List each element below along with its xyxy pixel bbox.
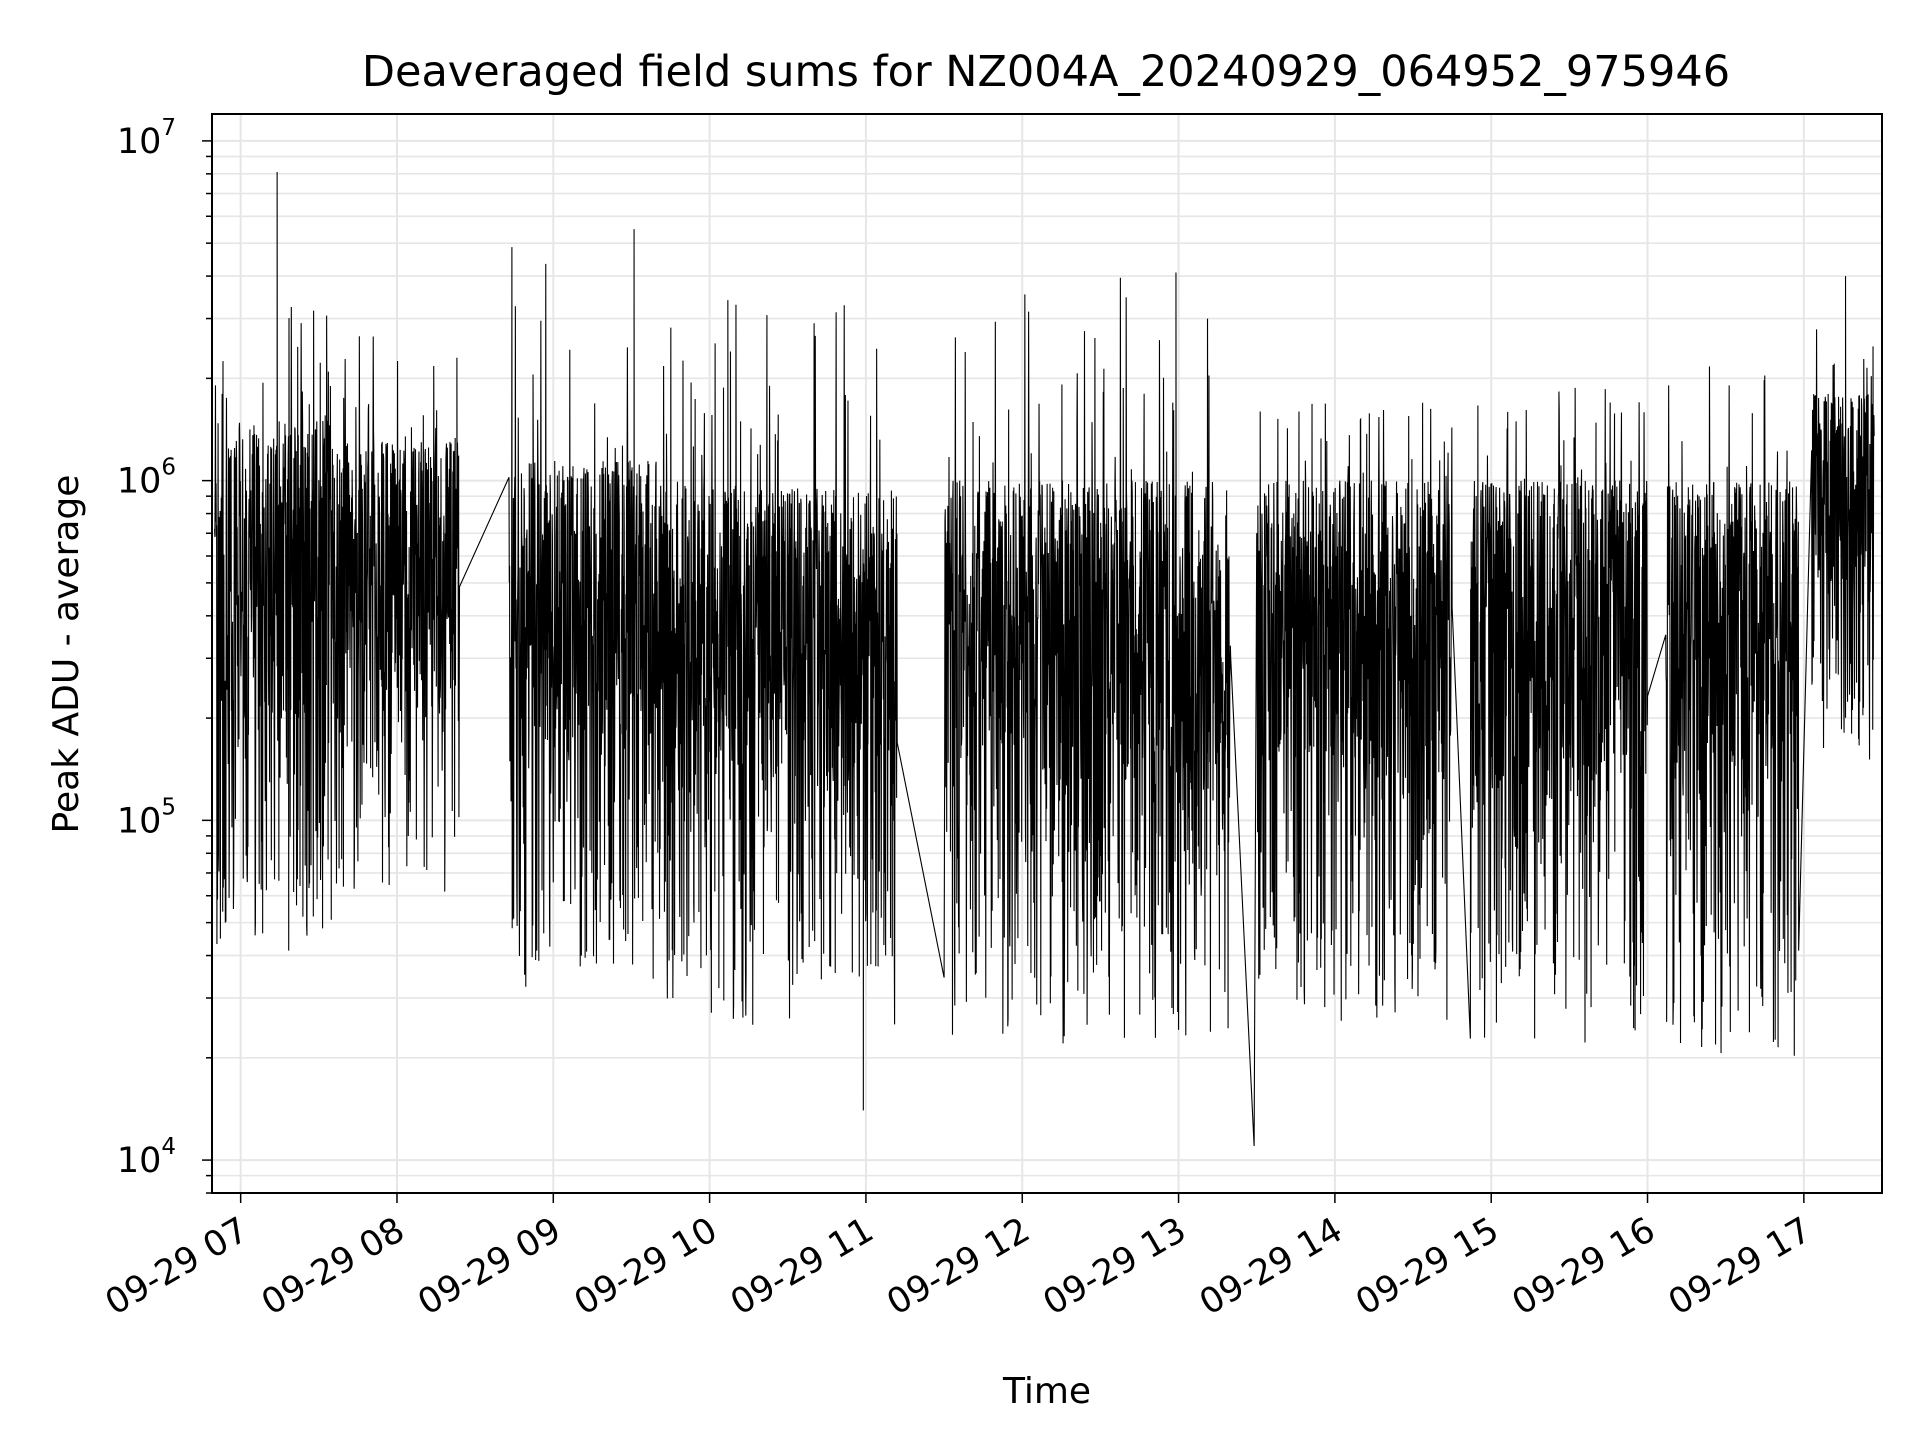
y-axis: 104 105 106 107 bbox=[117, 115, 212, 1194]
chart-title: Deaveraged field sums for NZ004A_2024092… bbox=[362, 47, 1730, 97]
plot-frame bbox=[211, 113, 1883, 1194]
y-tick-label: 105 bbox=[117, 794, 176, 841]
y-tick-label: 104 bbox=[117, 1134, 176, 1181]
y-tick-label: 107 bbox=[117, 115, 176, 162]
x-axis-label: Time bbox=[1002, 1371, 1091, 1412]
series-line bbox=[214, 171, 1875, 1147]
series-trace bbox=[214, 171, 1875, 1147]
grid bbox=[212, 114, 1882, 1194]
y-tick-label: 106 bbox=[117, 455, 176, 502]
y-axis-label: Peak ADU - average bbox=[46, 475, 87, 834]
